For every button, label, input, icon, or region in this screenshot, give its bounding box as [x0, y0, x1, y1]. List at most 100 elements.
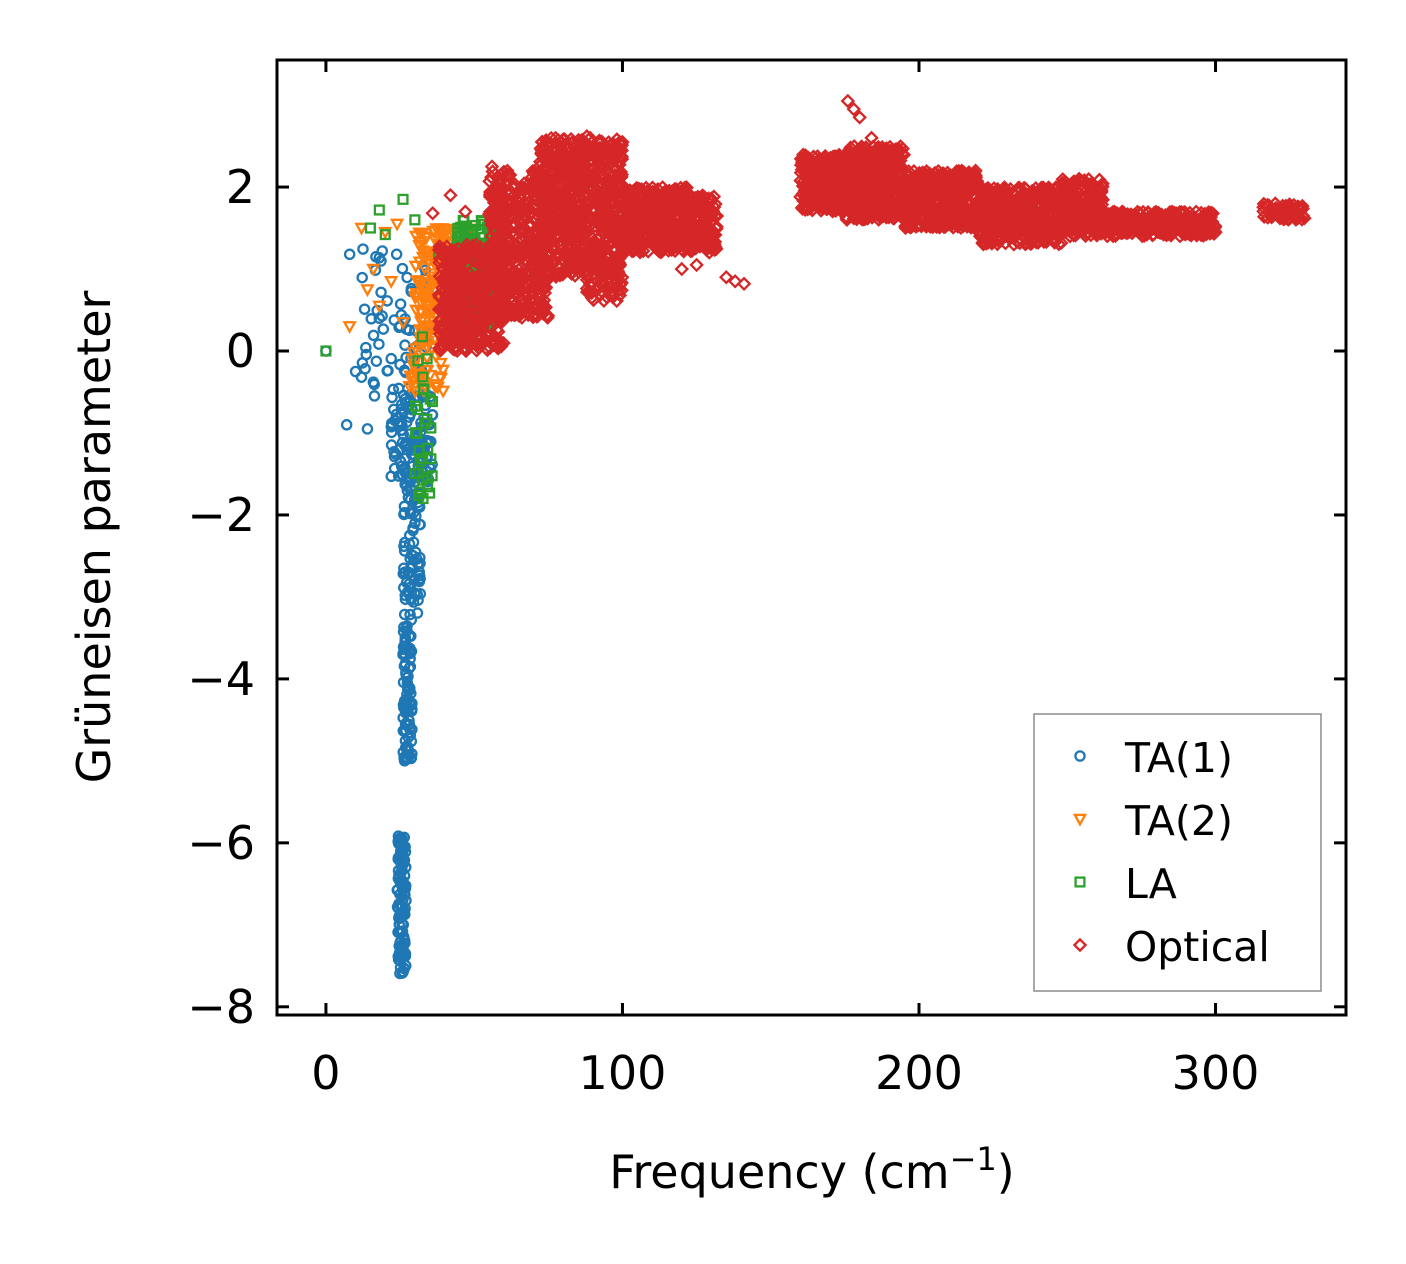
optical-point: [539, 267, 554, 283]
la-point: [397, 193, 409, 205]
optical-point: [532, 260, 547, 276]
optical-point: [997, 184, 1012, 199]
series-optical: [425, 93, 1312, 359]
optical-point: [455, 255, 470, 270]
optical-point: [472, 293, 487, 308]
optical-point: [508, 284, 524, 300]
optical-point: [982, 182, 997, 197]
ta-1--point: [361, 423, 374, 435]
optical-point: [440, 245, 456, 261]
optical-point: [444, 276, 459, 292]
ta-1--point: [357, 243, 369, 255]
la-point: [414, 455, 426, 467]
optical-point: [613, 164, 629, 180]
optical-point: [840, 147, 855, 163]
ta-1--point: [397, 875, 409, 887]
optical-point: [901, 195, 917, 210]
optical-point: [507, 176, 522, 192]
optical-point: [586, 271, 602, 286]
optical-point: [469, 343, 484, 358]
optical-point: [446, 336, 462, 351]
ta-1--point: [373, 312, 386, 324]
optical-point: [552, 214, 567, 229]
ta-1--point: [402, 566, 414, 579]
la-point: [373, 204, 385, 216]
ta-2--point: [384, 276, 399, 289]
optical-point: [525, 309, 541, 325]
optical-point: [922, 207, 937, 222]
ta-1--point: [414, 557, 426, 570]
optical-point: [450, 325, 466, 340]
ta-2--point: [434, 223, 450, 236]
ta-1--point: [398, 752, 410, 764]
ta-1--point: [394, 854, 406, 866]
optical-point: [483, 186, 498, 201]
optical-point: [522, 293, 538, 308]
ta-1--point: [358, 303, 371, 315]
optical-point: [482, 254, 497, 269]
optical-point: [599, 289, 614, 305]
optical-point: [493, 279, 509, 295]
ta-2--point: [412, 239, 427, 253]
optical-point: [540, 310, 555, 325]
ta-1--point: [404, 608, 416, 621]
optical-point: [685, 235, 700, 250]
optical-point: [440, 253, 455, 268]
ta-2--point: [405, 353, 420, 367]
optical-point: [817, 155, 832, 170]
ta-1--point: [368, 390, 381, 402]
optical-point: [602, 248, 617, 263]
optical-point: [850, 165, 865, 181]
optical-point: [959, 180, 975, 195]
optical-point: [553, 265, 568, 281]
optical-point: [532, 203, 548, 219]
la-point: [364, 222, 376, 234]
optical-point: [932, 178, 948, 193]
optical-point: [551, 207, 567, 222]
ta-1--point: [397, 879, 409, 892]
optical-point: [707, 234, 722, 249]
ta-1--point: [402, 683, 414, 696]
optical-point: [465, 328, 480, 343]
optical-point: [692, 239, 708, 254]
optical-point: [950, 215, 966, 231]
ta-2--point: [412, 256, 427, 270]
optical-point: [537, 250, 552, 265]
optical-point: [549, 191, 564, 206]
optical-point: [632, 245, 648, 260]
optical-point: [459, 237, 475, 252]
optical-point: [541, 167, 556, 182]
optical-point: [563, 192, 579, 208]
ta-1--point: [349, 365, 362, 378]
optical-point: [1035, 180, 1051, 195]
la-point: [413, 445, 425, 457]
optical-point: [446, 312, 462, 327]
ta-1--point: [356, 271, 368, 284]
optical-point: [551, 202, 566, 217]
optical-point: [569, 172, 584, 187]
ta-1--point: [399, 882, 412, 895]
ta-2--point: [378, 226, 393, 240]
ta-1--point: [400, 666, 412, 679]
ta-1--point: [398, 540, 410, 552]
optical-point: [599, 177, 615, 192]
optical-point: [540, 237, 555, 253]
ta-1--point: [409, 517, 421, 529]
optical-point: [947, 166, 962, 182]
ta-1--point: [392, 470, 405, 482]
optical-point: [675, 242, 690, 258]
optical-point: [490, 183, 505, 199]
ta-1--point: [394, 298, 407, 310]
optical-point: [565, 222, 580, 238]
ta-1--point: [367, 376, 380, 388]
optical-point: [495, 217, 510, 232]
ta-1--point: [340, 419, 353, 431]
optical-point: [440, 297, 456, 313]
optical-point: [492, 296, 507, 311]
ta-1--point: [407, 506, 420, 519]
ta-1--point: [360, 348, 373, 361]
optical-point: [514, 250, 529, 265]
optical-point: [1018, 198, 1034, 214]
ta-1--point: [407, 536, 420, 548]
